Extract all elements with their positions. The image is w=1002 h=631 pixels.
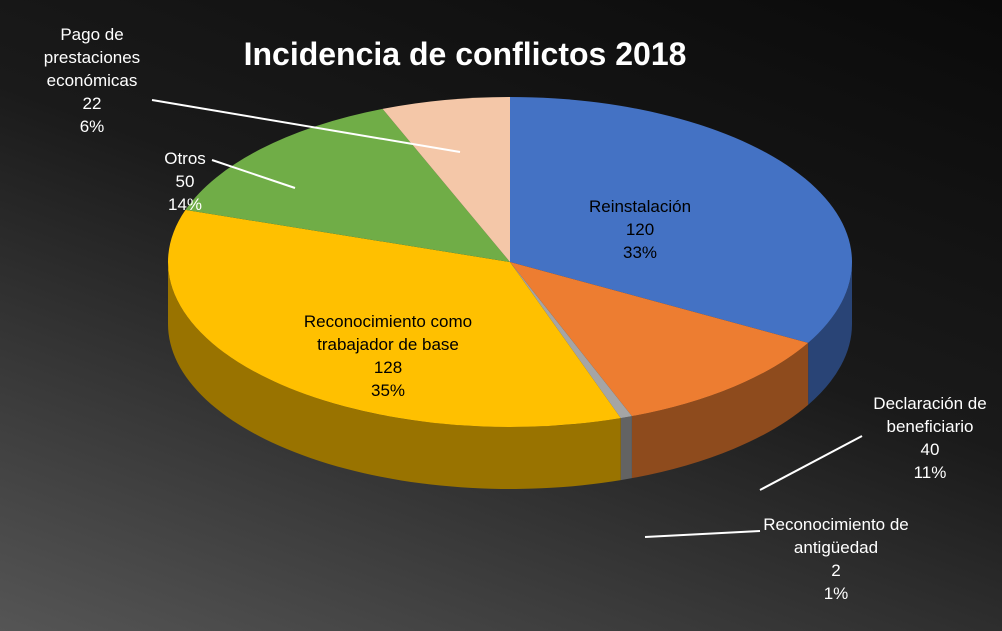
slice-percent: 35% (370, 381, 406, 400)
slice-side (620, 416, 632, 481)
data-label: Pago de prestaciones económicas 22 6% (22, 23, 162, 138)
leader-line (759, 435, 863, 491)
slice-value: 40 (920, 440, 940, 459)
slice-value: 128 (373, 358, 403, 377)
slice-percent: 33% (622, 243, 658, 262)
slice-side (167, 262, 621, 490)
slice-name: Reconocimiento de antigüedad (763, 515, 909, 557)
slice (510, 262, 809, 417)
slice-percent: 14% (167, 195, 203, 214)
slice (382, 97, 510, 262)
chart-title: Incidencia de conflictos 2018 (243, 36, 687, 72)
slice-percent: 1% (823, 584, 849, 603)
data-label: Declaración de beneficiario 40 11% (850, 392, 1002, 484)
slice-value: 50 (175, 172, 195, 191)
data-label: Reinstalación 120 33% (560, 195, 720, 264)
slice-name: Pago de prestaciones económicas (43, 25, 141, 90)
slice-name: Reconocimiento como trabajador de base (303, 312, 473, 354)
slice-side (631, 342, 809, 479)
leader-line (211, 159, 296, 189)
leader-line (151, 99, 461, 153)
slice-value: 120 (625, 220, 655, 239)
slice-value: 2 (831, 561, 841, 580)
data-label: Otros 50 14% (145, 147, 225, 216)
slice-percent: 6% (79, 117, 105, 136)
slice-side (808, 262, 852, 405)
slice-name: Declaración de beneficiario (873, 394, 987, 436)
slice-name: Reinstalación (588, 197, 692, 216)
leader-line (644, 530, 761, 538)
slice (510, 97, 853, 343)
slice-percent: 11% (913, 463, 947, 482)
slice (185, 108, 511, 263)
slice (167, 209, 621, 428)
slice (510, 262, 632, 419)
slice-name: Otros (164, 149, 206, 168)
data-label: Reconocimiento de antigüedad 2 1% (751, 513, 921, 605)
slice-value: 22 (82, 94, 102, 113)
data-label: Reconocimiento como trabajador de base 12… (298, 310, 478, 402)
